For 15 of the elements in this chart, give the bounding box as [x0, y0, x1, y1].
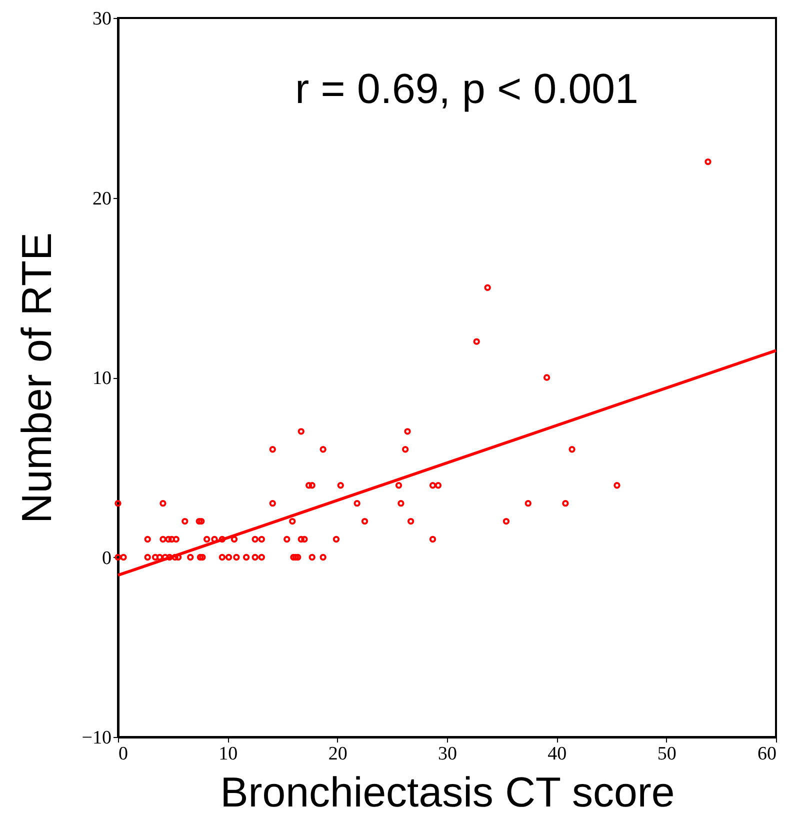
x-tick-label: 60: [758, 744, 776, 764]
x-tick-label: 30: [438, 744, 457, 764]
annotation: r = 0.69, p < 0.001: [295, 65, 638, 112]
x-tick-label: 40: [548, 744, 567, 764]
x-axis-title: Bronchiectasis CT score: [220, 768, 675, 816]
x-tick-label: 50: [657, 744, 676, 764]
x-tick-label: 0: [118, 744, 128, 764]
y-tick-label: 30: [92, 8, 112, 30]
y-tick-label: 0: [102, 548, 112, 569]
y-tick-label: −10: [82, 728, 112, 748]
y-tick-label: 10: [92, 368, 112, 389]
y-axis-title: Number of RTE: [12, 232, 60, 524]
y-tick-label: 20: [92, 188, 112, 210]
x-tick-label: 20: [328, 744, 348, 764]
x-tick-label: 10: [218, 744, 238, 764]
